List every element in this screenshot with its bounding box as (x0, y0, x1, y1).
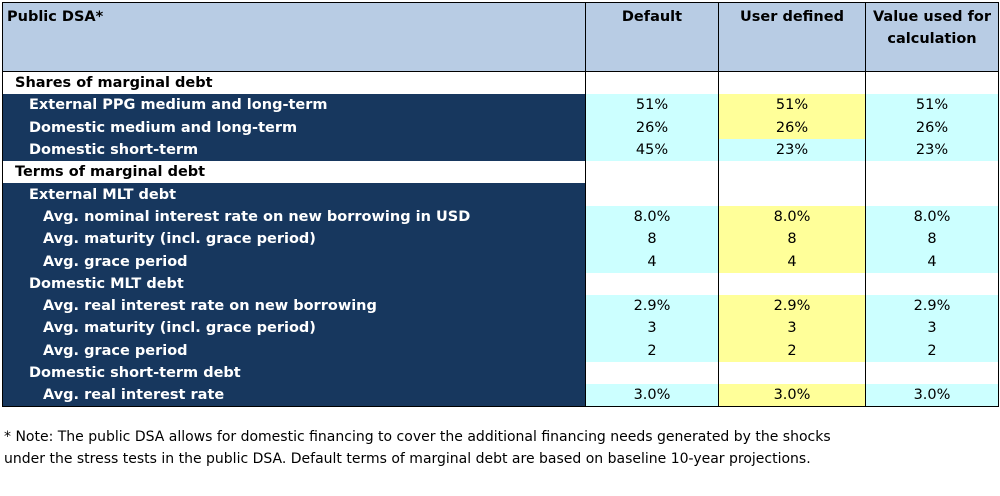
default-value: 26% (585, 116, 719, 139)
default-value: 3 (585, 317, 719, 340)
default-value: 3.0% (585, 384, 719, 408)
public-dsa-table: Public DSA* Default User defined Value u… (2, 2, 999, 408)
table-header-row: Public DSA* Default User defined Value u… (2, 2, 999, 72)
empty-cell (585, 272, 719, 295)
empty-cell (865, 71, 999, 95)
row-label: Avg. grace period (2, 250, 586, 273)
table-row: Avg. maturity (incl. grace period) 3 3 3 (2, 317, 999, 340)
row-label: Domestic medium and long-term (2, 116, 586, 139)
row-label: Avg. maturity (incl. grace period) (2, 228, 586, 251)
user-defined-input[interactable]: 4 (718, 250, 866, 273)
default-value: 8 (585, 228, 719, 251)
user-defined-input[interactable]: 2 (718, 339, 866, 362)
default-value: 45% (585, 138, 719, 162)
user-defined-input[interactable]: 23% (718, 138, 866, 162)
table-title: Public DSA* (2, 2, 586, 72)
calc-value: 2 (865, 339, 999, 362)
table-row: Domestic short-term debt (2, 361, 999, 385)
empty-cell (718, 272, 866, 295)
row-label: Domestic short-term (2, 138, 586, 162)
user-defined-input[interactable]: 3 (718, 317, 866, 340)
default-value: 51% (585, 94, 719, 117)
empty-cell (585, 361, 719, 385)
calc-value: 4 (865, 250, 999, 273)
row-label: External MLT debt (2, 183, 586, 206)
dsa-table-container: Public DSA* Default User defined Value u… (2, 2, 999, 408)
row-label: Terms of marginal debt (2, 161, 586, 184)
table-row: Domestic short-term 45% 23% 23% (2, 138, 999, 162)
table-row: Avg. real interest rate 3.0% 3.0% 3.0% (2, 384, 999, 408)
empty-cell (865, 361, 999, 385)
table-row: Terms of marginal debt (2, 161, 999, 184)
col-header-default: Default (585, 2, 719, 72)
row-label: Avg. nominal interest rate on new borrow… (2, 205, 586, 229)
empty-cell (865, 272, 999, 295)
table-row: External PPG medium and long-term 51% 51… (2, 94, 999, 117)
calc-value: 26% (865, 116, 999, 139)
empty-cell (585, 71, 719, 95)
row-label: Domestic MLT debt (2, 272, 586, 295)
user-defined-input[interactable]: 3.0% (718, 384, 866, 408)
table-row: Domestic medium and long-term 26% 26% 26… (2, 116, 999, 139)
empty-cell (718, 71, 866, 95)
row-label: Avg. maturity (incl. grace period) (2, 317, 586, 340)
empty-cell (718, 183, 866, 206)
table-row: Avg. maturity (incl. grace period) 8 8 8 (2, 228, 999, 251)
footnote: * Note: The public DSA allows for domest… (4, 429, 831, 467)
table-row: Avg. real interest rate on new borrowing… (2, 294, 999, 318)
empty-cell (585, 183, 719, 206)
default-value: 8.0% (585, 205, 719, 229)
calc-value: 3.0% (865, 384, 999, 408)
row-label: Shares of marginal debt (2, 71, 586, 95)
table-row: Shares of marginal debt (2, 71, 999, 95)
col-header-user-defined: User defined (718, 2, 866, 72)
default-value: 4 (585, 250, 719, 273)
table-row: Avg. nominal interest rate on new borrow… (2, 205, 999, 229)
user-defined-input[interactable]: 26% (718, 116, 866, 139)
empty-cell (585, 161, 719, 184)
empty-cell (865, 161, 999, 184)
row-label: Avg. real interest rate on new borrowing (2, 294, 586, 318)
empty-cell (718, 361, 866, 385)
user-defined-input[interactable]: 8 (718, 228, 866, 251)
row-label: External PPG medium and long-term (2, 94, 586, 117)
table-row: Domestic MLT debt (2, 272, 999, 295)
user-defined-input[interactable]: 51% (718, 94, 866, 117)
calc-value: 3 (865, 317, 999, 340)
calc-value: 2.9% (865, 294, 999, 318)
table-row: Avg. grace period 2 2 2 (2, 339, 999, 362)
user-defined-input[interactable]: 8.0% (718, 205, 866, 229)
empty-cell (718, 161, 866, 184)
table-row: Avg. grace period 4 4 4 (2, 250, 999, 273)
empty-cell (865, 183, 999, 206)
calc-value: 23% (865, 138, 999, 162)
default-value: 2 (585, 339, 719, 362)
row-label: Avg. real interest rate (2, 384, 586, 408)
table-row: External MLT debt (2, 183, 999, 206)
row-label: Avg. grace period (2, 339, 586, 362)
default-value: 2.9% (585, 294, 719, 318)
calc-value: 8.0% (865, 205, 999, 229)
row-label: Domestic short-term debt (2, 361, 586, 385)
col-header-value-used: Value used for calculation (865, 2, 999, 72)
calc-value: 51% (865, 94, 999, 117)
calc-value: 8 (865, 228, 999, 251)
user-defined-input[interactable]: 2.9% (718, 294, 866, 318)
